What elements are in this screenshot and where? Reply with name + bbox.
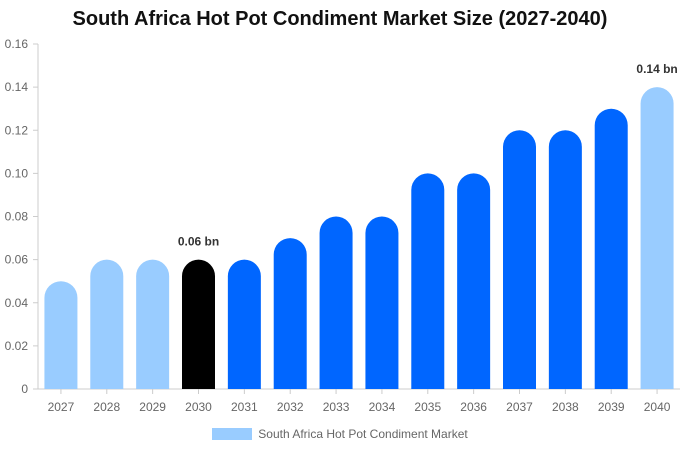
bar-2036 [457, 173, 491, 389]
bar-2027 [44, 281, 78, 389]
x-tick-label: 2028 [93, 400, 120, 414]
x-tick-label: 2035 [414, 400, 441, 414]
x-tick-label: 2032 [277, 400, 304, 414]
chart-title: South Africa Hot Pot Condiment Market Si… [72, 8, 608, 30]
x-tick-label: 2034 [369, 400, 396, 414]
x-tick-label: 2031 [231, 400, 258, 414]
y-tick-label: 0.14 [5, 80, 29, 94]
x-tick-label: 2036 [460, 400, 487, 414]
legend-swatch [212, 428, 253, 440]
bar-2040 [640, 87, 674, 389]
bar-2034 [365, 216, 399, 389]
y-tick-label: 0.16 [5, 37, 29, 51]
bar-2029 [136, 259, 170, 389]
x-tick-label: 2027 [48, 400, 75, 414]
x-tick-label: 2039 [598, 400, 625, 414]
y-tick-label: 0.04 [5, 296, 29, 310]
bar-2039 [594, 108, 628, 390]
bar-2037 [503, 130, 536, 389]
y-tick-label: 0.02 [5, 339, 29, 353]
x-tick-label: 2040 [644, 400, 671, 414]
legend: South Africa Hot Pot Condiment Market [0, 426, 680, 442]
bar-2033 [319, 216, 353, 389]
x-tick-label: 2038 [552, 400, 579, 414]
y-tick-label: 0.08 [5, 210, 29, 224]
y-tick-label: 0.12 [5, 123, 29, 137]
y-tick-label: 0 [21, 382, 28, 396]
bar-2032 [273, 238, 307, 389]
data-label-2030: 0.06 bn [178, 235, 219, 249]
x-tick-label: 2030 [185, 400, 212, 414]
x-tick-label: 2037 [506, 400, 533, 414]
y-tick-label: 0.06 [5, 253, 29, 267]
x-tick-label: 2033 [323, 400, 350, 414]
bar-2028 [90, 259, 124, 389]
data-label-2040: 0.14 bn [636, 62, 677, 76]
x-tick-label: 2029 [139, 400, 166, 414]
bar-2030 [182, 259, 215, 389]
bar-2035 [411, 173, 445, 389]
y-tick-label: 0.10 [5, 166, 29, 180]
legend-label: South Africa Hot Pot Condiment Market [258, 427, 468, 441]
bar-2031 [227, 259, 261, 389]
bar-2038 [548, 130, 582, 390]
